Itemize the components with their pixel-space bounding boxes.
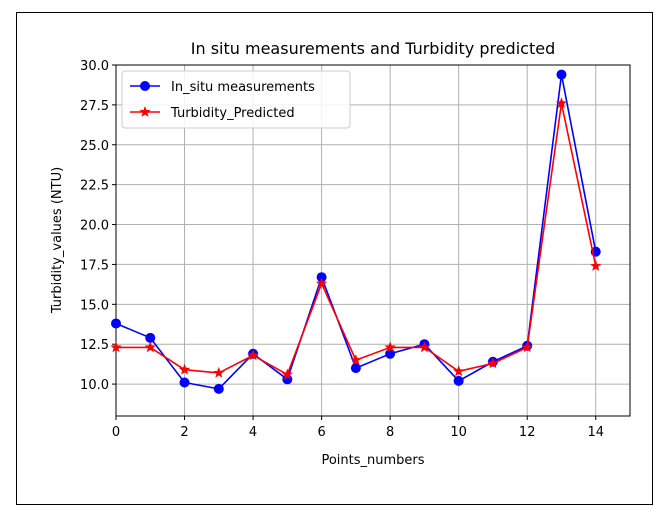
series-line-predicted bbox=[116, 102, 597, 376]
data-point-predicted bbox=[110, 341, 122, 353]
data-point-predicted bbox=[350, 354, 362, 366]
plot-area bbox=[115, 64, 631, 417]
data-point-predicted bbox=[384, 341, 396, 353]
data-series bbox=[110, 69, 602, 394]
y-tick-label: 17.5 bbox=[80, 258, 109, 273]
data-point-in-situ bbox=[111, 318, 121, 329]
data-point-predicted bbox=[178, 363, 191, 375]
data-point-in-situ bbox=[145, 332, 156, 343]
data-point-in-situ bbox=[316, 272, 327, 283]
data-point-in-situ bbox=[350, 363, 361, 374]
legend-marker-in-situ bbox=[140, 81, 150, 91]
x-tick-label: 0 bbox=[112, 425, 120, 440]
y-axis-label: Turbidity_values (NTU) bbox=[50, 167, 65, 314]
y-tick-label: 25.0 bbox=[80, 139, 109, 154]
data-point-predicted bbox=[247, 349, 259, 361]
legend-label-predicted: Turbidity_Predicted bbox=[170, 106, 295, 121]
legend-label-in-situ: In_situ measurements bbox=[171, 80, 315, 95]
data-point-in-situ bbox=[556, 69, 567, 80]
y-tick-label: 12.5 bbox=[80, 338, 109, 353]
data-point-predicted bbox=[555, 97, 568, 109]
y-tick-label: 15.0 bbox=[80, 298, 109, 313]
y-tick-label: 22.5 bbox=[80, 179, 109, 194]
x-tick-label: 6 bbox=[317, 425, 325, 440]
legend-box bbox=[121, 70, 351, 129]
data-point-predicted bbox=[487, 357, 499, 369]
data-point-in-situ bbox=[453, 375, 464, 386]
y-tick-label: 30.0 bbox=[80, 59, 109, 74]
x-tick-label: 8 bbox=[386, 425, 394, 440]
data-point-predicted bbox=[590, 260, 602, 271]
legend-marker-predicted bbox=[139, 106, 151, 117]
data-point-predicted bbox=[521, 341, 533, 353]
data-point-predicted bbox=[418, 341, 431, 353]
axis-ticks: 0 2 4 6 8 10 12 14 10.0 12.5 15.0 17.5 20.0 22.5 25.0 2… bbox=[80, 59, 604, 440]
chart-title: In situ measurements and Turbidity predi… bbox=[191, 39, 555, 58]
data-point-in-situ bbox=[385, 348, 396, 359]
x-tick-label: 4 bbox=[249, 425, 257, 440]
x-tick-label: 10 bbox=[450, 425, 467, 440]
data-point-predicted bbox=[213, 366, 225, 378]
x-tick-label: 2 bbox=[180, 425, 188, 440]
data-point-in-situ bbox=[213, 383, 224, 394]
x-tick-label: 14 bbox=[587, 425, 604, 440]
data-point-predicted bbox=[452, 365, 465, 377]
y-tick-label: 20.0 bbox=[80, 219, 109, 234]
data-point-predicted bbox=[281, 368, 294, 380]
data-point-predicted bbox=[315, 277, 328, 289]
data-point-in-situ bbox=[179, 377, 190, 388]
y-tick-label: 27.5 bbox=[80, 99, 109, 114]
data-point-predicted bbox=[144, 341, 156, 353]
legend: In_situ measurements Turbidity_Predicted bbox=[121, 70, 351, 129]
y-tick-label: 10.0 bbox=[80, 378, 109, 393]
x-axis-label: Points_numbers bbox=[321, 453, 424, 468]
x-tick-label: 12 bbox=[519, 425, 536, 440]
